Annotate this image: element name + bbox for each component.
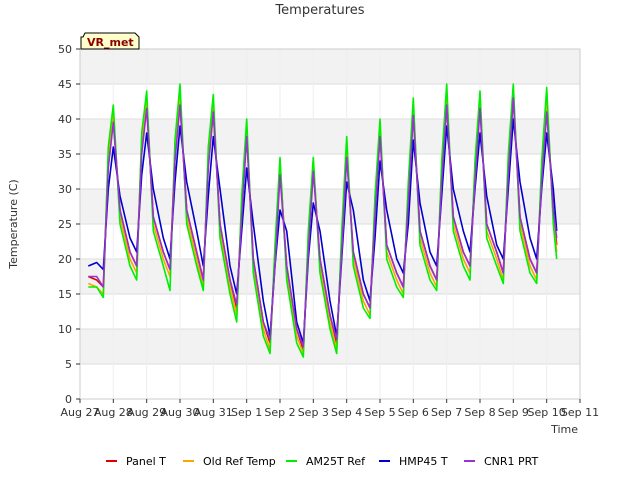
x-tick-label: Sep 11 xyxy=(561,406,599,419)
grid-band xyxy=(80,259,580,294)
y-axis-label: Temperature (C) xyxy=(7,179,20,269)
x-tick-label: Sep 9 xyxy=(498,406,529,419)
series-line-hmp45-t xyxy=(87,118,558,344)
x-tick-label: Sep 8 xyxy=(464,406,495,419)
y-axis-ticks: 0 5 10 15 20 25 30 35 40 45 50 xyxy=(58,43,80,406)
x-tick-label: Sep 3 xyxy=(298,406,329,419)
x-axis-label: Time xyxy=(550,423,578,436)
x-tick-label: Aug 30 xyxy=(161,406,200,419)
legend-label: CNR1 PRT xyxy=(484,455,539,468)
x-tick-label: Aug 29 xyxy=(127,406,166,419)
x-tick-label: Sep 5 xyxy=(364,406,395,419)
y-tick-label: 20 xyxy=(58,253,72,266)
series-lines xyxy=(87,83,558,358)
y-tick-label: 25 xyxy=(58,218,72,231)
series-line-cnr1-prt xyxy=(88,97,558,348)
legend-label: HMP45 T xyxy=(399,455,448,468)
y-tick-label: 30 xyxy=(58,183,72,196)
grid-band xyxy=(80,49,580,84)
x-tick-label: Sep 4 xyxy=(331,406,362,419)
x-tick-label: Sep 6 xyxy=(398,406,429,419)
y-tick-label: 5 xyxy=(65,358,72,371)
y-tick-label: 15 xyxy=(58,288,72,301)
station-badge-box xyxy=(80,32,140,50)
y-tick-label: 0 xyxy=(65,393,72,406)
chart-title: Temperatures xyxy=(274,3,364,18)
y-tick-label: 40 xyxy=(58,113,72,126)
legend-label: AM25T Ref xyxy=(306,455,366,468)
x-tick-label: Sep 1 xyxy=(231,406,262,419)
legend-label: Old Ref Temp xyxy=(203,455,276,468)
x-tick-label: Aug 31 xyxy=(194,406,233,419)
y-tick-label: 10 xyxy=(58,323,72,336)
x-tick-label: Aug 27 xyxy=(61,406,100,419)
x-tick-label: Aug 28 xyxy=(94,406,133,419)
grid-band xyxy=(80,189,580,224)
x-tick-label: Sep 2 xyxy=(264,406,295,419)
y-tick-label: 50 xyxy=(58,43,72,56)
x-tick-label: Sep 7 xyxy=(431,406,462,419)
grid-band xyxy=(80,119,580,154)
y-tick-label: 35 xyxy=(58,148,72,161)
grid-band xyxy=(80,329,580,364)
y-tick-label: 45 xyxy=(58,78,72,91)
legend: Panel T Old Ref Temp AM25T Ref HMP45 T CNR1 … xyxy=(106,455,539,468)
x-tick-label: Sep 10 xyxy=(528,406,566,419)
station-badge: VR_met xyxy=(80,32,140,50)
station-badge-label: VR_met xyxy=(87,36,134,49)
legend-label: Panel T xyxy=(126,455,166,468)
